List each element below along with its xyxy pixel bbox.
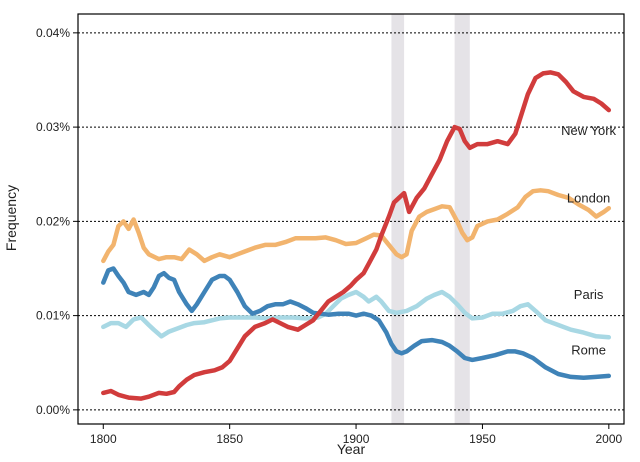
shaded-periods [391, 14, 470, 424]
series-line-paris [101, 289, 612, 340]
series-label-rome: Rome [571, 343, 606, 358]
y-tick-label-4: 0.04% [36, 26, 70, 40]
series-label-paris: Paris [574, 287, 604, 302]
x-axis-label: Year [337, 441, 366, 457]
x-tick-label-1: 1850 [216, 432, 243, 446]
y-tick-label-2: 0.02% [36, 214, 70, 228]
x-tick-label-3: 1950 [469, 432, 496, 446]
x-tick-label-4: 2000 [595, 432, 622, 446]
series-line-london [101, 188, 612, 264]
x-tick-label-0: 1800 [90, 432, 117, 446]
series-lines [101, 70, 612, 401]
grid-lines [78, 32, 624, 411]
series-label-new-york: New York [561, 123, 616, 138]
y-tick-label-3: 0.03% [36, 120, 70, 134]
series-line-new-york [101, 70, 612, 401]
y-tick-label-0: 0.00% [36, 403, 70, 417]
series-label-london: London [567, 191, 610, 206]
series-labels: New York London Paris Rome [561, 123, 616, 358]
y-axis-label: Frequency [3, 185, 19, 251]
y-tick-label-1: 0.01% [36, 309, 70, 323]
shaded-period-0 [391, 14, 405, 424]
x-axis-ticks: 1800 1850 1900 1950 2000 [90, 424, 623, 446]
plot-frame [77, 13, 625, 425]
series-line-rome [101, 266, 612, 381]
shaded-period-1 [454, 14, 470, 424]
y-axis-ticks: 0.00% 0.01% 0.02% 0.03% 0.04% [36, 26, 78, 417]
x-tick-label-2: 1900 [343, 432, 370, 446]
